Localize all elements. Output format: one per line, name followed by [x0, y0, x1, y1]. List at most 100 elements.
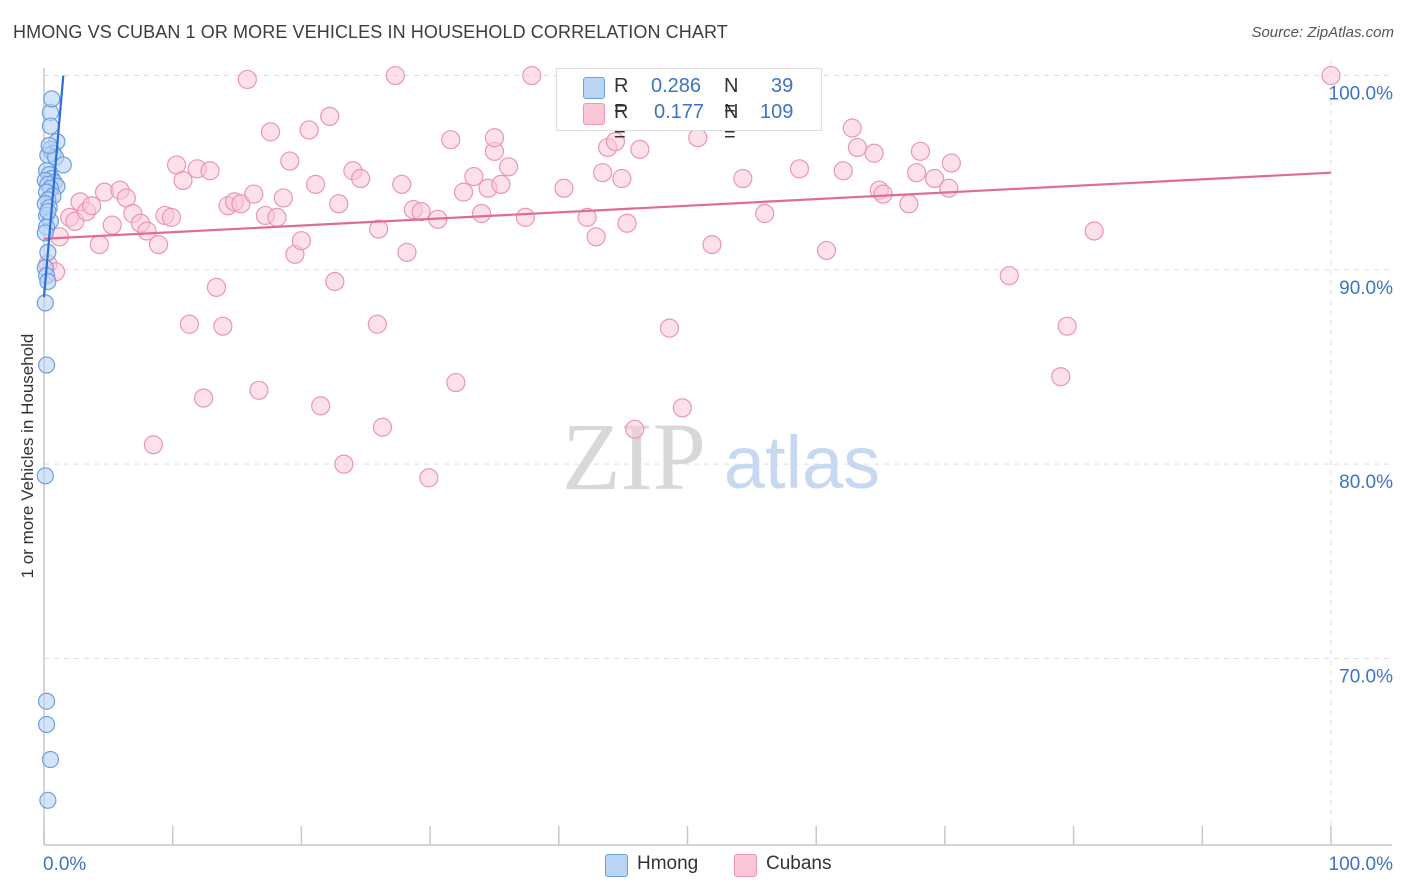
cuban-point — [471, 203, 492, 224]
cuban-point — [173, 170, 193, 191]
hmong-points — [36, 90, 72, 809]
cuban-point — [267, 207, 287, 227]
hmong-point — [36, 294, 54, 312]
cuban-point — [1051, 367, 1071, 387]
hmong-point — [43, 90, 61, 108]
cubans-n-label: N = — [724, 101, 739, 146]
cuban-point — [617, 213, 637, 233]
cuban-point — [137, 221, 157, 241]
cuban-point — [925, 168, 945, 189]
cuban-point — [847, 137, 867, 158]
cuban-point — [397, 242, 417, 262]
cuban-point — [612, 168, 632, 189]
cuban-point — [522, 65, 542, 86]
cuban-point — [369, 219, 389, 239]
hmong-point — [54, 156, 72, 174]
chart-title: HMONG VS CUBAN 1 OR MORE VEHICLES IN HOU… — [13, 22, 728, 42]
cuban-point — [143, 435, 163, 455]
cubans-n-value: 109 — [760, 101, 794, 123]
cuban-point — [1084, 221, 1104, 241]
hmong-r-label: R = — [614, 75, 629, 120]
cuban-point — [249, 380, 269, 400]
cuban-point — [906, 163, 927, 183]
tick-labels: 70.0% 80.0% 90.0% 100.0% 0.0% 100.0% — [43, 84, 1393, 875]
hmong-point — [37, 356, 56, 374]
x-tick-label-max: 100.0% — [1329, 854, 1394, 875]
cuban-point — [291, 231, 311, 251]
cuban-point — [842, 118, 862, 138]
cuban-point — [441, 130, 461, 150]
cuban-point — [351, 168, 371, 189]
cuban-point — [816, 240, 837, 261]
cuban-point — [899, 194, 919, 214]
cuban-point — [299, 120, 319, 140]
grid-lines — [44, 60, 1392, 845]
cuban-point — [941, 153, 961, 173]
hmong-point — [41, 117, 60, 135]
x-tick-label-min: 0.0% — [43, 854, 86, 875]
cuban-point — [491, 174, 511, 194]
cuban-point — [260, 122, 281, 142]
source-label: Source: ZipAtlas.com — [1251, 24, 1394, 41]
hmong-r-value: 0.286 — [651, 75, 702, 97]
cuban-point — [625, 419, 645, 439]
cuban-point — [82, 196, 102, 216]
cuban-point — [873, 184, 893, 204]
cuban-point — [179, 314, 200, 334]
hmong-trend-line — [42, 75, 65, 298]
cuban-point — [586, 227, 606, 247]
cuban-point — [367, 314, 387, 334]
cubans-swatch — [583, 103, 605, 125]
legend-hmong-swatch — [605, 854, 628, 877]
cuban-point — [213, 316, 233, 336]
cuban-point — [910, 141, 931, 161]
cuban-point — [237, 69, 257, 90]
cuban-point — [733, 168, 753, 189]
cuban-point — [273, 188, 293, 208]
cuban-point — [864, 143, 884, 163]
cuban-point — [325, 271, 345, 292]
cuban-point — [484, 128, 505, 148]
cuban-point — [372, 417, 393, 437]
cuban-point — [231, 194, 251, 214]
cuban-point — [385, 65, 405, 86]
cuban-point — [1057, 316, 1077, 336]
watermark-zip: ZIP — [562, 403, 706, 510]
cuban-point — [499, 157, 519, 177]
cuban-point — [789, 159, 810, 179]
cuban-point — [206, 277, 227, 297]
hmong-point — [36, 467, 54, 485]
cuban-point — [200, 161, 220, 181]
cuban-point — [464, 166, 484, 187]
cuban-point — [148, 234, 169, 255]
cuban-point — [320, 106, 340, 126]
cuban-point — [411, 201, 431, 222]
cuban-point — [605, 132, 626, 152]
cuban-point — [1321, 65, 1341, 86]
cuban-point — [939, 178, 959, 198]
cuban-point — [702, 234, 722, 255]
hmong-n-value: 39 — [771, 75, 794, 97]
y-tick-label: 90.0% — [1339, 278, 1393, 299]
cuban-point — [554, 178, 574, 198]
hmong-point — [37, 715, 56, 734]
correlation-legend: R = 0.286 N = 39 R = 0.177 N = 109 — [556, 68, 822, 146]
cuban-point — [446, 372, 466, 393]
cubans-r-label: R = — [614, 101, 629, 146]
legend-cubans-swatch — [734, 854, 757, 877]
cuban-point — [334, 454, 354, 474]
legend-hmong-label: Hmong — [637, 853, 699, 874]
legend-cubans-label: Cubans — [766, 853, 832, 874]
cuban-point — [659, 318, 680, 338]
cuban-point — [755, 203, 775, 224]
cuban-point — [89, 234, 109, 255]
cuban-point — [392, 174, 412, 194]
cuban-point — [280, 151, 300, 171]
cuban-point — [244, 184, 264, 204]
cubans-r-value: 0.177 — [654, 101, 705, 123]
cuban-point — [515, 207, 535, 227]
cuban-point — [161, 207, 182, 227]
hmong-point — [39, 202, 57, 221]
trend-lines — [42, 75, 1332, 298]
